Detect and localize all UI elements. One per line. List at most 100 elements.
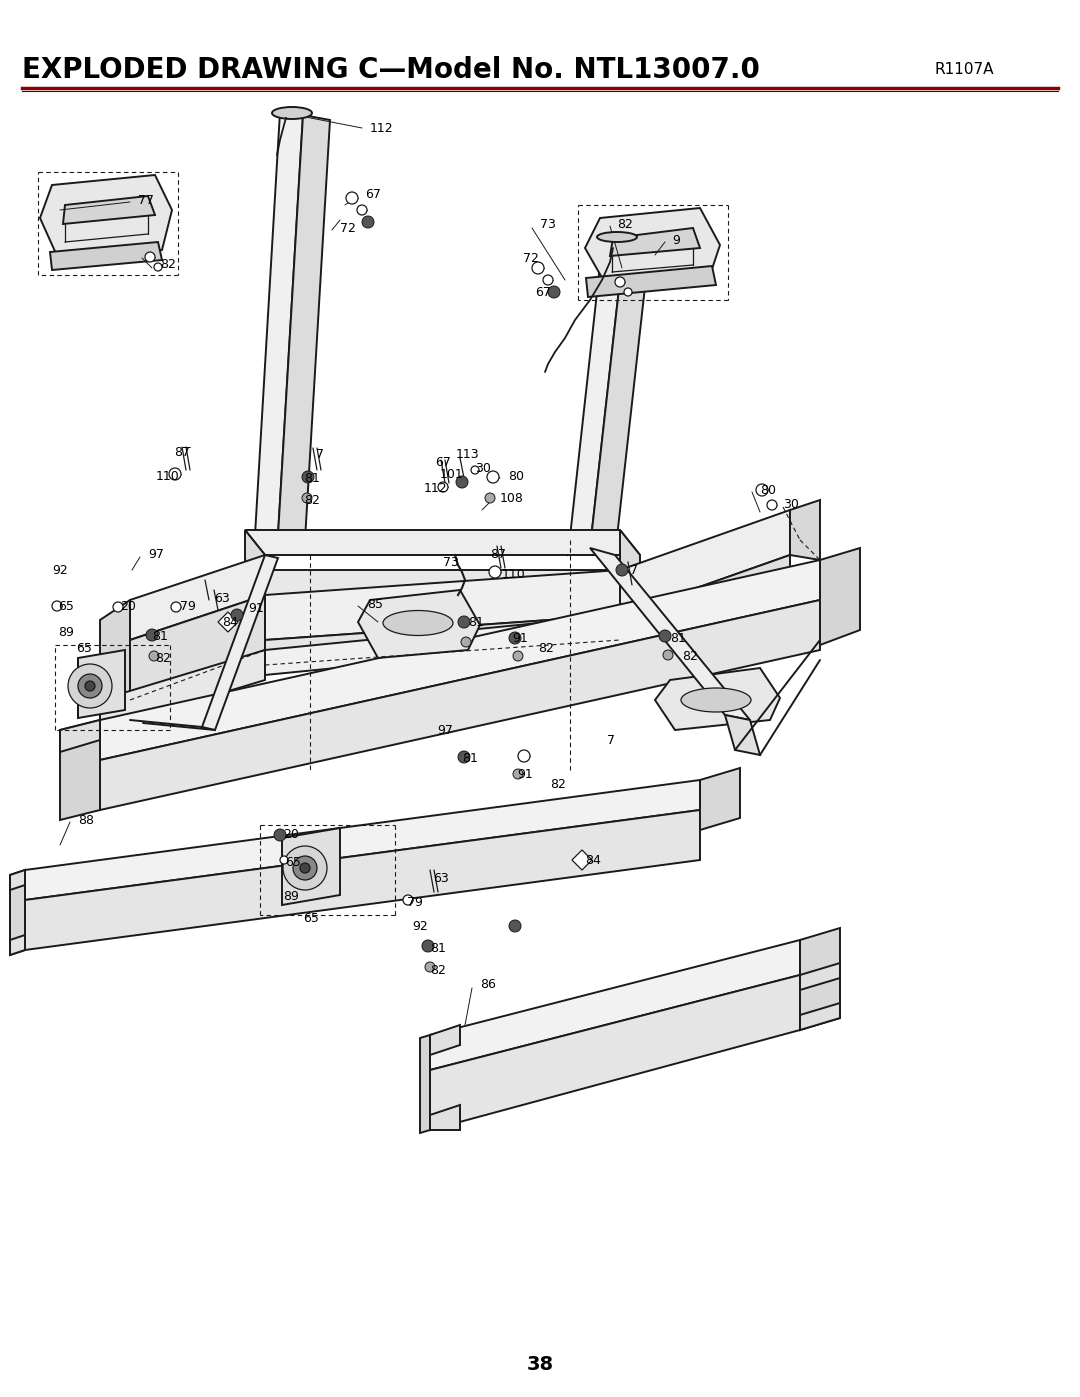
Text: 79: 79 <box>407 897 423 909</box>
Polygon shape <box>245 529 640 555</box>
Polygon shape <box>700 768 740 830</box>
Text: 63: 63 <box>214 591 230 605</box>
Text: 82: 82 <box>617 218 633 231</box>
Polygon shape <box>430 940 800 1070</box>
Polygon shape <box>40 175 172 258</box>
Text: 89: 89 <box>58 626 73 638</box>
Circle shape <box>171 602 181 612</box>
Text: 65: 65 <box>303 911 319 925</box>
Text: 7: 7 <box>316 448 324 461</box>
Text: 30: 30 <box>475 461 491 475</box>
Text: 82: 82 <box>430 964 446 977</box>
Text: 30: 30 <box>783 499 799 511</box>
Text: 72: 72 <box>340 222 356 235</box>
Circle shape <box>68 664 112 708</box>
Text: 82: 82 <box>538 641 554 655</box>
Polygon shape <box>610 228 700 256</box>
Polygon shape <box>25 810 700 950</box>
Circle shape <box>302 471 314 483</box>
Polygon shape <box>585 208 720 284</box>
Text: 112: 112 <box>424 482 447 495</box>
Polygon shape <box>100 650 265 731</box>
Text: 63: 63 <box>433 872 449 884</box>
Text: 82: 82 <box>303 493 320 507</box>
Text: 82: 82 <box>156 651 171 665</box>
Circle shape <box>357 205 367 215</box>
Text: 85: 85 <box>367 598 383 610</box>
Text: R1107A: R1107A <box>935 63 995 77</box>
Polygon shape <box>265 615 620 665</box>
Text: 67: 67 <box>535 286 551 299</box>
Text: 73: 73 <box>540 218 556 232</box>
Polygon shape <box>800 963 840 990</box>
Polygon shape <box>63 196 156 224</box>
Circle shape <box>231 609 243 622</box>
Text: 20: 20 <box>120 601 136 613</box>
Polygon shape <box>218 612 238 631</box>
Polygon shape <box>60 719 100 752</box>
Text: 81: 81 <box>462 752 477 764</box>
Text: 91: 91 <box>517 768 532 781</box>
Text: 81: 81 <box>430 942 446 954</box>
Polygon shape <box>245 570 640 595</box>
Polygon shape <box>420 1035 430 1133</box>
Text: 112: 112 <box>370 122 393 134</box>
Ellipse shape <box>597 232 637 242</box>
Text: 65: 65 <box>285 855 301 869</box>
Polygon shape <box>430 1025 460 1055</box>
Text: 88: 88 <box>78 813 94 827</box>
Circle shape <box>461 637 471 647</box>
Text: 82: 82 <box>550 778 566 792</box>
Text: 38: 38 <box>526 1355 554 1375</box>
Circle shape <box>146 629 158 641</box>
Text: 84: 84 <box>222 616 238 629</box>
Circle shape <box>509 921 521 932</box>
Polygon shape <box>725 715 760 754</box>
Circle shape <box>280 856 288 863</box>
Text: 97: 97 <box>148 549 164 562</box>
Polygon shape <box>586 265 716 298</box>
Text: 108: 108 <box>500 492 524 504</box>
Text: 82: 82 <box>681 650 698 662</box>
Text: 7: 7 <box>607 733 615 746</box>
Polygon shape <box>50 242 162 270</box>
Text: 65: 65 <box>58 601 73 613</box>
Polygon shape <box>255 112 303 535</box>
Polygon shape <box>568 235 625 555</box>
Polygon shape <box>430 975 800 1130</box>
Polygon shape <box>25 780 700 900</box>
Polygon shape <box>60 719 100 820</box>
Text: 67: 67 <box>435 455 450 468</box>
Circle shape <box>149 651 159 661</box>
Text: 91: 91 <box>248 602 264 615</box>
Polygon shape <box>800 928 840 1030</box>
Text: 20: 20 <box>283 828 299 841</box>
Polygon shape <box>654 668 780 731</box>
Circle shape <box>458 752 470 763</box>
Text: 9: 9 <box>672 233 680 246</box>
Text: 81: 81 <box>670 631 686 644</box>
Circle shape <box>767 500 777 510</box>
Text: 92: 92 <box>52 563 68 577</box>
Text: 110: 110 <box>156 469 179 482</box>
Circle shape <box>78 673 102 698</box>
Circle shape <box>422 940 434 951</box>
Text: 113: 113 <box>456 448 480 461</box>
Circle shape <box>663 650 673 659</box>
Text: 80: 80 <box>760 483 777 496</box>
Text: 101: 101 <box>440 468 463 481</box>
Polygon shape <box>282 828 340 905</box>
Circle shape <box>145 251 156 263</box>
Circle shape <box>283 847 327 890</box>
Circle shape <box>756 483 768 496</box>
Text: 81: 81 <box>152 630 167 643</box>
Circle shape <box>113 602 123 612</box>
Text: EXPLODED DRAWING C—Model No. NTL13007.0: EXPLODED DRAWING C—Model No. NTL13007.0 <box>22 56 760 84</box>
Polygon shape <box>100 560 820 760</box>
Circle shape <box>471 467 480 474</box>
Circle shape <box>624 288 632 296</box>
Circle shape <box>154 263 162 271</box>
Text: 67: 67 <box>365 189 381 201</box>
Text: 80: 80 <box>508 471 524 483</box>
Ellipse shape <box>272 108 312 119</box>
